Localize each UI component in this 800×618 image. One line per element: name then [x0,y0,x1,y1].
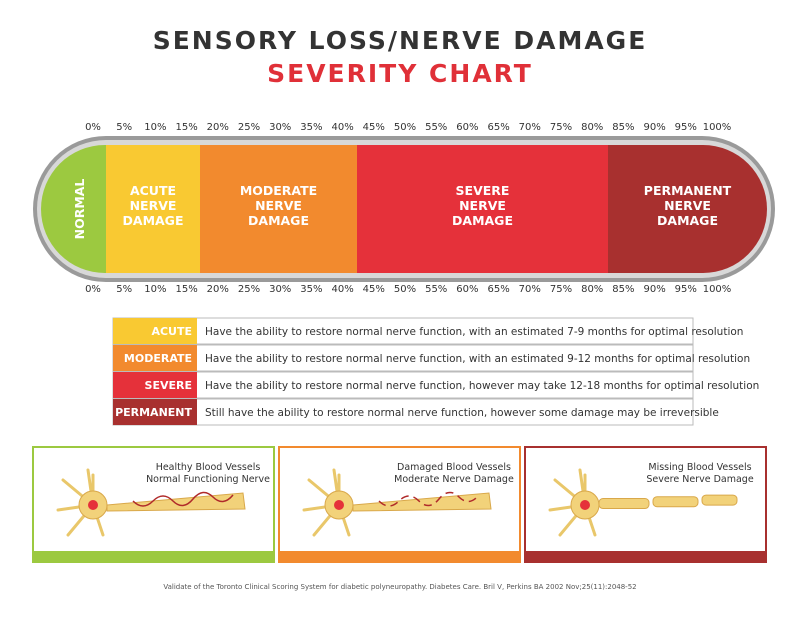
nucleus [334,500,344,510]
segment-label: SEVERE [456,183,510,198]
scale-label-bottom: 90% [643,284,665,295]
citation: Validate of the Toronto Clinical Scoring… [163,583,636,591]
scale-label-top: 75% [550,122,572,133]
segment-label: NERVE [664,198,711,213]
scale-label-top: 15% [175,122,197,133]
scale-label-bottom: 80% [581,284,603,295]
scale-label-bottom: 30% [269,284,291,295]
scale-label-top: 85% [612,122,634,133]
segment-label: ACUTE [130,183,176,198]
scale-label-bottom: 85% [612,284,634,295]
vessel [378,491,480,507]
legend-label: MODERATE [124,352,192,365]
segment-label: DAMAGE [123,213,184,228]
scale-label-top: 50% [394,122,416,133]
segment-label: NERVE [130,198,177,213]
segment [200,145,357,273]
scale-label-bottom: 25% [238,284,260,295]
scale-label-bottom: 60% [456,284,478,295]
scale-label-bottom: 45% [363,284,385,295]
legend-swatch [113,318,197,344]
segment-label: MODERATE [240,183,317,198]
panel-caption: Moderate Nerve Damage [394,474,514,485]
axon-fragment [598,498,650,510]
panel-caption: Normal Functioning Nerve [146,474,270,485]
panel-bar [525,551,766,562]
legend-label: SEVERE [145,379,192,392]
scale-label-bottom: 0% [85,284,101,295]
scale-label-bottom: 95% [675,284,697,295]
legend-swatch [113,399,197,425]
segment [608,145,767,273]
scale-label-top: 35% [300,122,322,133]
axon-fragment [652,496,699,508]
scale-label-top: 100% [703,122,732,133]
scale-label-top: 40% [331,122,353,133]
segment [357,145,608,273]
legend-row [112,371,694,399]
segment-label: NORMAL [72,179,87,240]
scale-label-top: 5% [116,122,132,133]
scale-label-bottom: 15% [175,284,197,295]
scale-label-bottom: 35% [300,284,322,295]
nucleus [88,500,98,510]
segment-label: DAMAGE [452,213,513,228]
scale-label-top: 20% [207,122,229,133]
scale-label-bottom: 10% [144,284,166,295]
panel-bar [279,551,520,562]
scale-label-top: 90% [643,122,665,133]
scale-label-top: 0% [85,122,101,133]
segment-label: DAMAGE [657,213,718,228]
scale-label-top: 45% [363,122,385,133]
scale-label-top: 30% [269,122,291,133]
legend-text: Still have the ability to restore normal… [205,407,719,419]
scale-label-bottom: 55% [425,284,447,295]
vessel [132,491,234,507]
legend-text: Have the ability to restore normal nerve… [205,326,743,338]
scale-label-top: 80% [581,122,603,133]
segment-label: NERVE [459,198,506,213]
scale-label-top: 60% [456,122,478,133]
panel-caption: Healthy Blood Vessels [156,462,261,473]
legend-text: Have the ability to restore normal nerve… [205,380,759,392]
scale-label-top: 65% [487,122,509,133]
scale-label-bottom: 65% [487,284,509,295]
legend-text: Have the ability to restore normal nerve… [205,353,750,365]
scale-label-top: 55% [425,122,447,133]
axon [352,492,492,512]
legend-swatch [113,372,197,398]
scale-label-bottom: 40% [331,284,353,295]
segment [106,145,200,273]
segment-label: NERVE [255,198,302,213]
scale-label-bottom: 75% [550,284,572,295]
legend-swatch [113,345,197,371]
title: SENSORY LOSS/NERVE DAMAGE [153,26,648,55]
axon-fragment [701,494,738,506]
scale-label-bottom: 70% [519,284,541,295]
scale-label-bottom: 5% [116,284,132,295]
legend-label: PERMANENT [115,406,192,419]
segment-label: DAMAGE [248,213,309,228]
scale-label-top: 25% [238,122,260,133]
legend-label: ACUTE [151,325,192,338]
legend-row [112,398,694,426]
segment-label: PERMANENT [644,183,732,198]
scale-label-bottom: 100% [703,284,732,295]
scale-label-top: 70% [519,122,541,133]
panel-bar [33,551,274,562]
scale-label-top: 95% [675,122,697,133]
scale-label-bottom: 50% [394,284,416,295]
panel-caption: Missing Blood Vessels [648,462,751,473]
subtitle: SEVERITY CHART [267,59,533,88]
nucleus [580,500,590,510]
panel-caption: Severe Nerve Damage [646,474,753,485]
scale-label-top: 10% [144,122,166,133]
panel-caption: Damaged Blood Vessels [397,462,511,473]
scale-label-bottom: 20% [207,284,229,295]
